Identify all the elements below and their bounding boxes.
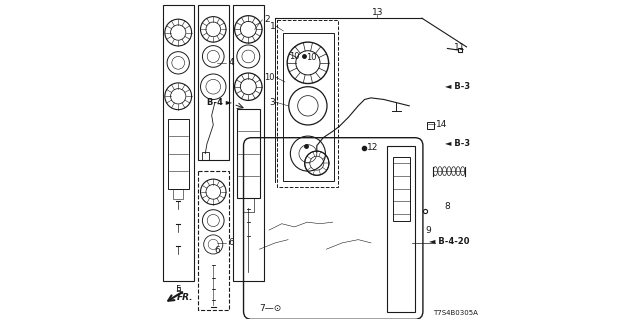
Text: 4: 4 (228, 58, 234, 67)
Text: B-4 ►: B-4 ► (207, 98, 232, 107)
Text: 10: 10 (306, 53, 316, 62)
Text: 11: 11 (454, 43, 466, 52)
Text: 5: 5 (175, 284, 181, 293)
Bar (393, 157, 410, 220)
Text: ◄ B-3: ◄ B-3 (445, 82, 470, 91)
Bar (284, 33, 334, 181)
Text: 12: 12 (367, 143, 378, 152)
Text: 2: 2 (264, 15, 270, 24)
Text: 6: 6 (215, 246, 221, 255)
Bar (198, 5, 229, 160)
Text: FR.: FR. (177, 292, 193, 301)
Text: 6: 6 (228, 238, 234, 247)
Bar (168, 119, 189, 189)
Bar (387, 146, 415, 312)
Bar (277, 20, 337, 187)
Text: 3: 3 (269, 98, 275, 107)
Bar (427, 122, 434, 129)
Text: 13: 13 (372, 8, 383, 17)
Bar (202, 152, 209, 160)
Text: 9: 9 (426, 226, 431, 235)
Bar (163, 5, 194, 281)
Text: T7S4B0305A: T7S4B0305A (433, 310, 477, 316)
Text: 10: 10 (289, 52, 300, 61)
Text: 8: 8 (445, 202, 451, 211)
Bar (243, 198, 254, 212)
Text: 7—⊙: 7—⊙ (259, 304, 282, 313)
Text: 1: 1 (269, 22, 275, 31)
Text: 10: 10 (264, 73, 275, 82)
Bar (198, 171, 229, 310)
Bar (234, 5, 264, 281)
Bar (237, 109, 260, 198)
Bar (173, 189, 184, 199)
Text: ◄ B-3: ◄ B-3 (445, 139, 470, 148)
Text: ◄ B-4-20: ◄ B-4-20 (429, 237, 470, 246)
Text: 14: 14 (436, 120, 447, 129)
Text: 5: 5 (175, 287, 181, 297)
